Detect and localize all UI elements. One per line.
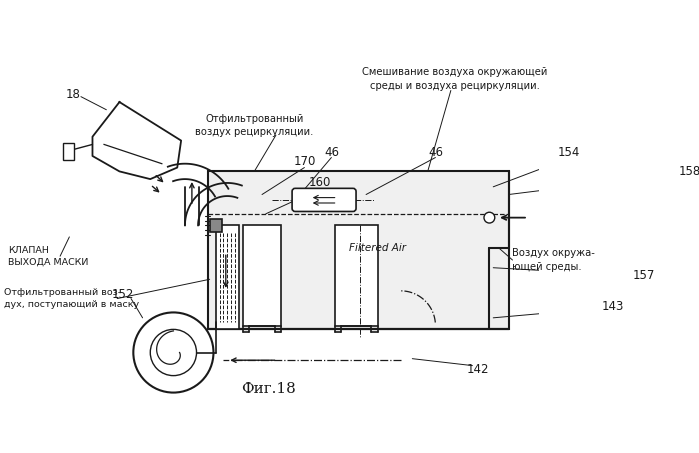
Text: Фиг.18: Фиг.18 bbox=[242, 382, 296, 396]
Text: 154: 154 bbox=[558, 145, 580, 159]
Text: Отфильтрованный воз-
дух, поступающий в маску: Отфильтрованный воз- дух, поступающий в … bbox=[4, 288, 139, 309]
FancyBboxPatch shape bbox=[292, 188, 356, 212]
Circle shape bbox=[150, 329, 196, 376]
Circle shape bbox=[134, 313, 213, 393]
Text: 158: 158 bbox=[679, 165, 699, 178]
Circle shape bbox=[484, 212, 495, 223]
Bar bbox=[336, 225, 377, 326]
Text: 160: 160 bbox=[309, 177, 331, 189]
Text: 142: 142 bbox=[466, 363, 489, 376]
Bar bbox=[216, 225, 239, 329]
Text: Смешивание воздуха окружающей
среды и воздуха рециркуляции.: Смешивание воздуха окружающей среды и во… bbox=[362, 67, 547, 91]
Text: Отфильтрованный
воздух рециркуляции.: Отфильтрованный воздух рециркуляции. bbox=[195, 114, 314, 137]
Bar bbox=[243, 225, 281, 326]
Text: Filtered Air: Filtered Air bbox=[349, 243, 406, 254]
Bar bbox=[210, 219, 222, 231]
Text: 143: 143 bbox=[602, 300, 624, 313]
Text: 152: 152 bbox=[112, 288, 134, 301]
Bar bbox=[63, 143, 74, 160]
Text: КЛАПАН
ВЫХОДА МАСКИ: КЛАПАН ВЫХОДА МАСКИ bbox=[8, 246, 88, 266]
Bar bbox=[208, 171, 509, 329]
Text: 46: 46 bbox=[324, 145, 339, 159]
Text: 157: 157 bbox=[633, 269, 655, 282]
Text: 46: 46 bbox=[428, 145, 443, 159]
Text: Воздух окружа-
ющей среды.: Воздух окружа- ющей среды. bbox=[512, 248, 596, 272]
Text: 18: 18 bbox=[66, 88, 80, 101]
Text: 170: 170 bbox=[293, 155, 316, 168]
